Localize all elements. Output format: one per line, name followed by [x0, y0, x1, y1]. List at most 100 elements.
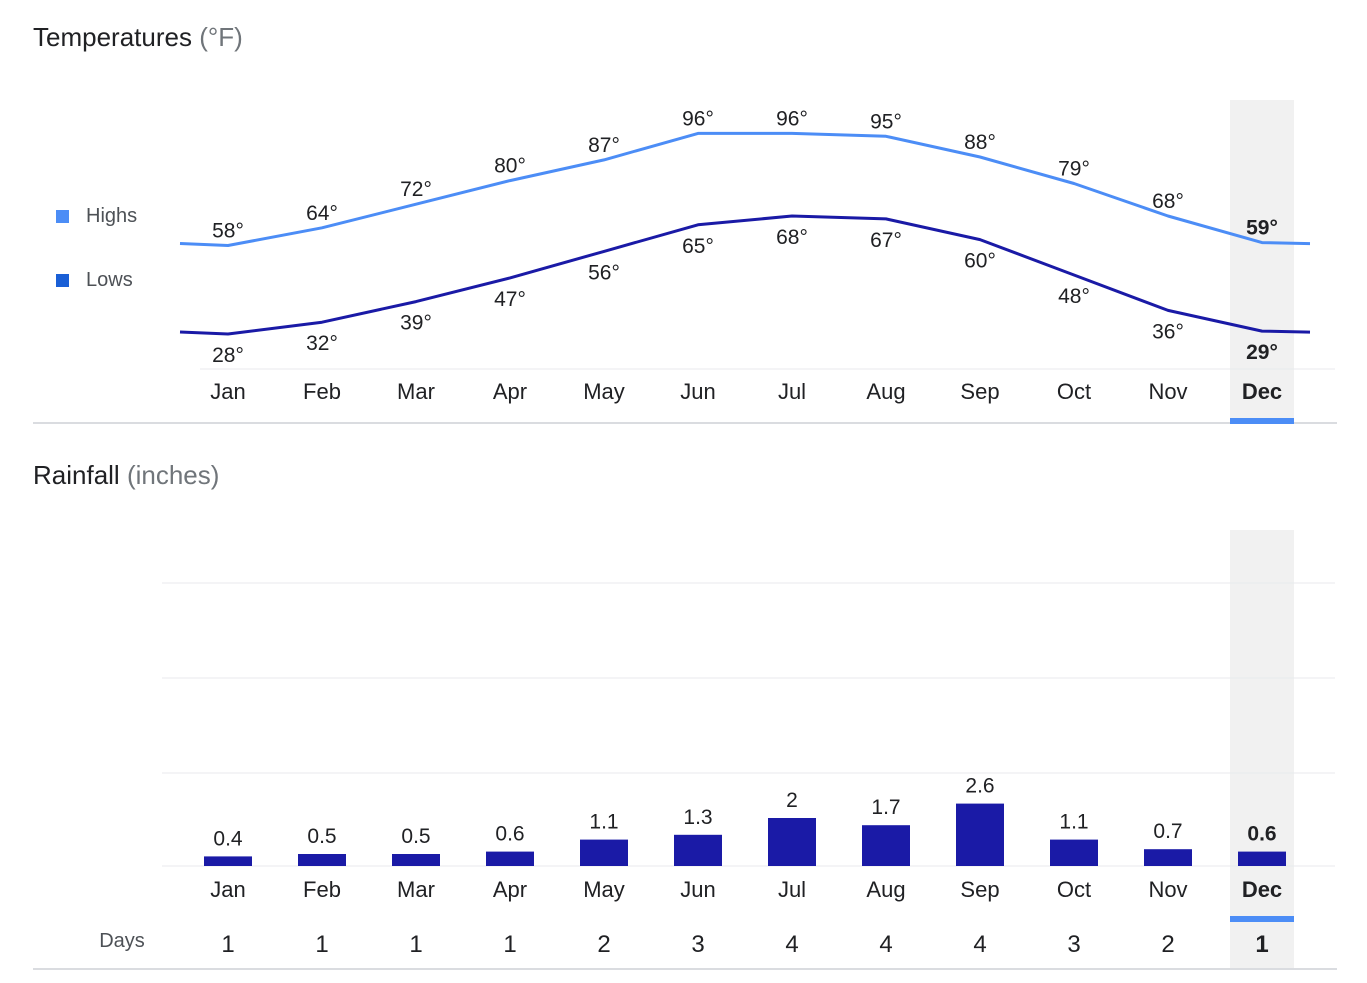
- highs-data-label: 79°: [1058, 158, 1090, 181]
- temp-month-tick[interactable]: Jul: [778, 379, 806, 404]
- section-divider: [33, 422, 1337, 424]
- rain-month-tick[interactable]: Dec: [1242, 877, 1282, 902]
- rain-month-tick[interactable]: Oct: [1057, 877, 1091, 902]
- lows-series-line: [179, 214, 1311, 336]
- rain-month-tick[interactable]: Mar: [397, 877, 435, 902]
- temperatures-unit: (°F): [199, 22, 243, 52]
- rain-data-label: 0.6: [495, 823, 524, 846]
- rain-data-label: 0.5: [401, 825, 430, 848]
- lows-data-label: 60°: [964, 250, 996, 273]
- highs-data-label: 59°: [1246, 217, 1278, 240]
- highs-data-label: 96°: [776, 107, 808, 130]
- days-value: 4: [973, 931, 986, 958]
- selected-month-highlight-rain: [1230, 530, 1294, 968]
- highs-data-label: 72°: [400, 178, 432, 201]
- rain-data-label: 0.6: [1247, 823, 1276, 846]
- legend-lows-label: Lows: [86, 269, 133, 291]
- rain-data-label: 1.1: [1059, 811, 1088, 834]
- temp-month-tick[interactable]: Mar: [397, 379, 435, 404]
- lows-data-label: 48°: [1058, 285, 1090, 308]
- highs-data-label: 68°: [1152, 190, 1184, 213]
- rain-bar: [862, 825, 910, 866]
- selected-month-underline-rain: [1230, 916, 1294, 922]
- rain-month-tick[interactable]: Apr: [493, 877, 527, 902]
- rain-month-tick[interactable]: Jul: [778, 877, 806, 902]
- highs-swatch-icon: [56, 210, 69, 223]
- temp-month-tick[interactable]: Dec: [1242, 379, 1282, 404]
- rain-data-label: 0.5: [307, 825, 336, 848]
- rain-data-label: 2.6: [965, 775, 994, 798]
- highs-data-label: 95°: [870, 110, 902, 133]
- lows-data-label: 67°: [870, 229, 902, 252]
- lows-data-label: 56°: [588, 261, 620, 284]
- rain-bar: [392, 854, 440, 866]
- rain-month-tick[interactable]: Aug: [866, 877, 905, 902]
- days-value: 4: [785, 931, 798, 958]
- highs-data-label: 96°: [682, 107, 714, 130]
- lows-data-label: 28°: [212, 344, 244, 367]
- rain-month-tick[interactable]: Jan: [210, 877, 245, 902]
- rain-bar: [1238, 851, 1286, 866]
- rain-bar: [674, 834, 722, 866]
- temp-month-tick[interactable]: May: [583, 379, 625, 404]
- rain-data-label: 0.4: [213, 827, 243, 850]
- rain-month-tick[interactable]: Feb: [303, 877, 341, 902]
- temperatures-title: Temperatures (°F): [33, 22, 243, 52]
- days-value: 3: [1067, 931, 1080, 958]
- lows-data-label: 36°: [1152, 320, 1184, 343]
- rain-bar: [204, 856, 252, 866]
- days-value: 4: [879, 931, 892, 958]
- days-value: 1: [221, 931, 234, 958]
- rain-bar: [956, 803, 1004, 866]
- legend-lows: Lows: [56, 269, 133, 292]
- days-value: 1: [503, 931, 516, 958]
- days-value: 2: [597, 931, 610, 958]
- rain-month-tick[interactable]: May: [583, 877, 625, 902]
- rain-data-label: 1.7: [871, 796, 900, 819]
- highs-data-label: 64°: [306, 202, 338, 225]
- temp-month-tick[interactable]: Jun: [680, 379, 715, 404]
- highs-data-label: 88°: [964, 131, 996, 154]
- lows-data-label: 32°: [306, 332, 338, 355]
- rainfall-unit: (inches): [126, 460, 220, 490]
- rain-bar: [298, 854, 346, 866]
- highs-data-label: 87°: [588, 134, 620, 157]
- lows-data-label: 68°: [776, 226, 808, 249]
- bottom-divider: [33, 968, 1337, 970]
- days-label: Days: [99, 930, 145, 952]
- rain-data-label: 2: [786, 789, 798, 812]
- rain-data-label: 1.3: [683, 806, 712, 829]
- temp-month-tick[interactable]: Sep: [960, 379, 999, 404]
- rain-bar: [1144, 849, 1192, 866]
- rain-data-label: 1.1: [589, 811, 618, 834]
- rainfall-title: Rainfall (inches): [33, 460, 220, 490]
- lows-data-label: 65°: [682, 235, 714, 258]
- temp-month-tick[interactable]: Feb: [303, 379, 341, 404]
- temp-month-tick[interactable]: Aug: [866, 379, 905, 404]
- temp-month-tick[interactable]: Oct: [1057, 379, 1091, 404]
- highs-series-line: [179, 131, 1311, 247]
- days-value: 1: [315, 931, 328, 958]
- rain-month-tick[interactable]: Jun: [680, 877, 715, 902]
- highs-data-label: 80°: [494, 155, 526, 178]
- lows-data-label: 47°: [494, 288, 526, 311]
- rain-month-tick[interactable]: Nov: [1148, 877, 1187, 902]
- days-value: 1: [1255, 931, 1268, 958]
- selected-month-underline-temp: [1230, 418, 1294, 424]
- temp-month-tick[interactable]: Jan: [210, 379, 245, 404]
- highs-data-label: 58°: [212, 220, 244, 243]
- days-value: 3: [691, 931, 704, 958]
- rain-data-label: 0.7: [1153, 820, 1182, 843]
- rain-bar: [580, 839, 628, 866]
- days-value: 1: [409, 931, 422, 958]
- rain-bar: [486, 851, 534, 866]
- rain-month-tick[interactable]: Sep: [960, 877, 999, 902]
- lows-data-label: 39°: [400, 312, 432, 335]
- temp-month-tick[interactable]: Nov: [1148, 379, 1187, 404]
- selected-month-highlight-temp: [1230, 100, 1294, 422]
- lows-swatch-icon: [56, 274, 69, 287]
- temp-month-tick[interactable]: Apr: [493, 379, 527, 404]
- rain-bar: [1050, 839, 1098, 866]
- days-value: 2: [1161, 931, 1174, 958]
